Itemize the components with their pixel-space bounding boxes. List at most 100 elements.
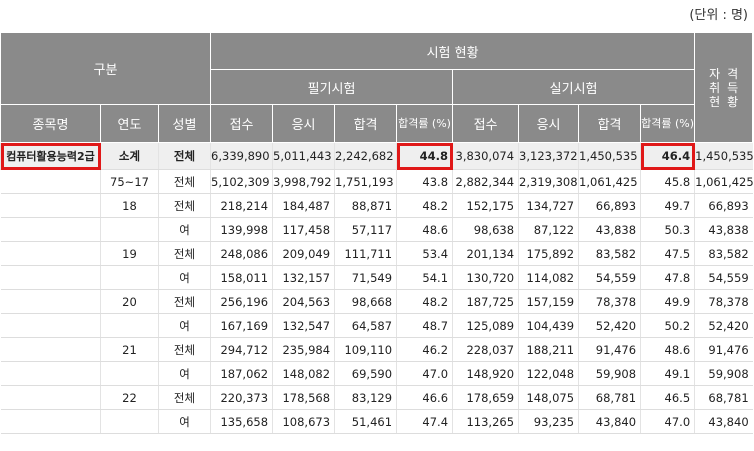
header-practical-pass-rate: 합격률 (%)	[640, 104, 696, 143]
table-row: 여 139,998 117,458 57,117 48.6 98,638 87,122 43,…	[0, 217, 753, 242]
practical-taken-cell: 134,727	[518, 193, 579, 218]
table-row: 여 167,169 132,547 64,587 48.7 125,089 104,439 5…	[0, 313, 753, 338]
header-gubun: 구분	[0, 32, 212, 105]
table-row: 20 전체 256,196 204,563 98,668 48.2 187,725 157,1…	[0, 289, 753, 314]
item-name-cell	[0, 385, 101, 410]
cert-holders-cell: 52,420	[694, 313, 753, 338]
header-practical-taken: 응시	[518, 104, 580, 143]
practical-passed-cell: 43,838	[578, 217, 641, 242]
practical-applied-cell: 148,920	[452, 361, 519, 386]
written-passed-cell: 111,711	[334, 241, 397, 266]
item-name-cell: 컴퓨터활용능력2급	[0, 142, 101, 170]
year-cell: 21	[100, 337, 159, 362]
written-passed-cell: 109,110	[334, 337, 397, 362]
cert-holders-cell: 83,582	[694, 241, 753, 266]
item-name-cell	[0, 169, 101, 194]
practical-taken-cell: 87,122	[518, 217, 579, 242]
item-name-cell	[0, 337, 101, 362]
practical-passed-cell: 1,450,535	[578, 142, 641, 170]
written-taken-cell: 235,984	[272, 337, 335, 362]
table-row: 여 135,658 108,673 51,461 47.4 113,265 93,235 43…	[0, 409, 753, 434]
practical-taken-cell: 93,235	[518, 409, 579, 434]
practical-passed-cell: 52,420	[578, 313, 641, 338]
practical-pass-rate-cell: 50.3	[640, 217, 695, 242]
year-cell	[100, 409, 159, 434]
practical-pass-rate-cell: 50.2	[640, 313, 695, 338]
practical-applied-cell: 178,659	[452, 385, 519, 410]
written-pass-rate-cell: 43.8	[396, 169, 453, 194]
item-name-cell	[0, 241, 101, 266]
practical-applied-cell: 2,882,344	[452, 169, 519, 194]
written-taken-cell: 184,487	[272, 193, 335, 218]
year-cell: 18	[100, 193, 159, 218]
practical-taken-cell: 148,075	[518, 385, 579, 410]
practical-taken-cell: 157,159	[518, 289, 579, 314]
year-cell	[100, 217, 159, 242]
practical-passed-cell: 68,781	[578, 385, 641, 410]
written-pass-rate-cell: 46.6	[396, 385, 453, 410]
written-passed-cell: 64,587	[334, 313, 397, 338]
gender-cell: 여	[157, 217, 211, 242]
header-gender: 성별	[157, 104, 212, 143]
practical-applied-cell: 3,830,074	[452, 142, 519, 170]
written-applied-cell: 256,196	[210, 289, 273, 314]
written-applied-cell: 167,169	[210, 313, 273, 338]
practical-passed-cell: 91,476	[578, 337, 641, 362]
unit-label: (단위 : 명)	[689, 8, 748, 23]
header-written-passed: 합격	[334, 104, 398, 143]
practical-applied-cell: 152,175	[452, 193, 519, 218]
written-pass-rate-cell: 48.6	[396, 217, 453, 242]
table-row: 75~17 전체 5,102,309 3,998,792 1,751,193 43.8 2,…	[0, 169, 754, 194]
gender-cell: 전체	[157, 289, 211, 314]
item-name-cell	[0, 409, 101, 434]
written-applied-cell: 218,214	[210, 193, 273, 218]
written-passed-cell: 71,549	[334, 265, 397, 290]
item-name-cell	[0, 217, 101, 242]
gender-cell: 여	[157, 313, 211, 338]
written-pass-rate-cell: 48.7	[396, 313, 453, 338]
practical-taken-cell: 114,082	[518, 265, 579, 290]
header-year: 연도	[100, 104, 159, 143]
table-row: 22 전체 220,373 178,568 83,129 46.6 178,659 148,0…	[0, 385, 753, 410]
table-row: 21 전체 294,712 235,984 109,110 46.2 228,037 188,…	[0, 337, 753, 362]
item-name-cell	[0, 313, 101, 338]
written-taken-cell: 3,998,792	[272, 169, 335, 194]
practical-pass-rate-cell: 46.5	[640, 385, 695, 410]
header-written-pass-rate: 합격률 (%)	[396, 104, 454, 143]
cert-holders-cell: 91,476	[694, 337, 753, 362]
written-pass-rate-cell: 48.2	[396, 289, 453, 314]
practical-pass-rate-cell: 49.1	[640, 361, 695, 386]
practical-passed-cell: 1,061,425	[578, 169, 641, 194]
header-exam-status: 시험 현황	[210, 32, 696, 70]
practical-taken-cell: 122,048	[518, 361, 579, 386]
written-pass-rate-cell: 53.4	[396, 241, 453, 266]
gender-cell: 전체	[157, 169, 211, 194]
practical-applied-cell: 125,089	[452, 313, 519, 338]
table-row: 19 전체 248,086 209,049 111,711 53.4 201,134 175,…	[0, 241, 753, 266]
table-row: 여 187,062 148,082 69,590 47.0 148,920 122,048 5…	[0, 361, 753, 386]
practical-pass-rate-cell: 48.6	[640, 337, 695, 362]
practical-pass-rate-cell: 46.4	[640, 142, 695, 170]
practical-taken-cell: 188,211	[518, 337, 579, 362]
practical-passed-cell: 66,893	[578, 193, 641, 218]
cert-holders-cell: 59,908	[694, 361, 753, 386]
year-cell: 소계	[100, 142, 159, 170]
gender-cell: 전체	[157, 385, 211, 410]
practical-pass-rate-cell: 47.0	[640, 409, 695, 434]
written-applied-cell: 158,011	[210, 265, 273, 290]
cert-holders-cell: 78,378	[694, 289, 753, 314]
cert-holders-cell: 68,781	[694, 385, 753, 410]
written-applied-cell: 5,102,309	[210, 169, 273, 194]
practical-passed-cell: 78,378	[578, 289, 641, 314]
practical-passed-cell: 43,840	[578, 409, 641, 434]
written-passed-cell: 98,668	[334, 289, 397, 314]
written-applied-cell: 248,086	[210, 241, 273, 266]
written-passed-cell: 88,871	[334, 193, 397, 218]
year-cell: 75~17	[100, 169, 159, 194]
written-applied-cell: 6,339,890	[210, 142, 273, 170]
practical-passed-cell: 83,582	[578, 241, 641, 266]
year-cell	[100, 265, 159, 290]
year-cell: 19	[100, 241, 159, 266]
written-passed-cell: 83,129	[334, 385, 397, 410]
written-taken-cell: 132,157	[272, 265, 335, 290]
